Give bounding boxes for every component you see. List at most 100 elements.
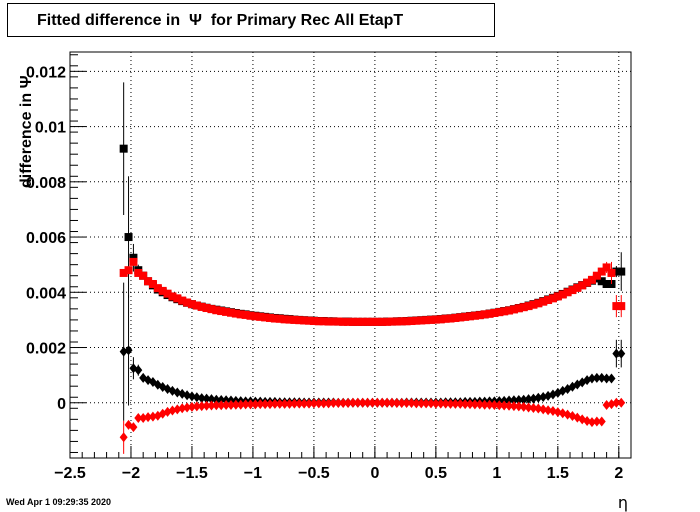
data-point bbox=[607, 268, 616, 277]
data-point bbox=[261, 313, 270, 322]
x-tick-label: −1 bbox=[244, 465, 262, 482]
data-point bbox=[456, 398, 465, 409]
data-point bbox=[563, 288, 572, 297]
data-point bbox=[592, 271, 601, 280]
data-point bbox=[305, 316, 314, 325]
data-point bbox=[241, 310, 250, 319]
data-point bbox=[290, 315, 299, 324]
data-point bbox=[597, 372, 606, 383]
data-point bbox=[500, 307, 509, 316]
data-point bbox=[207, 305, 216, 314]
data-point bbox=[529, 393, 538, 404]
data-point bbox=[509, 401, 518, 412]
data-point bbox=[192, 392, 201, 403]
data-point bbox=[212, 394, 221, 405]
data-point bbox=[373, 317, 382, 326]
x-tick-label: −1.5 bbox=[176, 465, 208, 482]
data-point bbox=[612, 302, 621, 311]
data-point bbox=[226, 308, 235, 317]
data-point bbox=[587, 417, 596, 428]
data-point bbox=[334, 317, 343, 326]
data-point bbox=[446, 314, 455, 323]
data-point bbox=[217, 400, 226, 411]
series-3 bbox=[119, 397, 626, 454]
data-point bbox=[202, 400, 211, 411]
data-point bbox=[187, 300, 196, 309]
x-tick-label: −2.5 bbox=[54, 465, 86, 482]
data-point bbox=[539, 404, 548, 415]
data-point bbox=[539, 297, 548, 306]
data-point bbox=[548, 294, 557, 303]
data-point bbox=[524, 402, 533, 413]
data-point bbox=[470, 311, 479, 320]
data-point bbox=[368, 317, 377, 326]
data-point bbox=[183, 402, 192, 413]
y-tick-label: 0.006 bbox=[26, 230, 66, 247]
data-point bbox=[553, 292, 562, 301]
data-point bbox=[251, 399, 260, 410]
data-point bbox=[295, 398, 304, 409]
data-point bbox=[417, 316, 426, 325]
data-point bbox=[266, 313, 275, 322]
data-point bbox=[134, 365, 143, 376]
data-point bbox=[363, 397, 372, 408]
data-point bbox=[397, 398, 406, 409]
data-point bbox=[402, 398, 411, 409]
data-point bbox=[314, 317, 323, 326]
data-point bbox=[344, 317, 353, 326]
data-point bbox=[324, 317, 333, 326]
data-point bbox=[480, 399, 489, 410]
data-point bbox=[602, 373, 611, 384]
data-point bbox=[519, 303, 528, 312]
series-0 bbox=[119, 82, 626, 326]
data-point bbox=[597, 416, 606, 427]
data-point bbox=[412, 316, 421, 325]
data-point bbox=[295, 316, 304, 325]
data-point bbox=[470, 399, 479, 410]
data-point bbox=[300, 398, 309, 409]
data-point bbox=[158, 286, 167, 295]
data-point bbox=[485, 399, 494, 410]
data-point bbox=[461, 399, 470, 410]
data-point bbox=[353, 317, 362, 326]
data-point bbox=[529, 300, 538, 309]
y-tick-label: 0.012 bbox=[26, 64, 66, 81]
data-point bbox=[207, 394, 216, 405]
data-point bbox=[134, 412, 143, 423]
data-point bbox=[319, 317, 328, 326]
data-point bbox=[558, 290, 567, 299]
data-point bbox=[348, 397, 357, 408]
data-point bbox=[129, 257, 138, 266]
data-point bbox=[383, 397, 392, 408]
data-point bbox=[373, 397, 382, 408]
data-point bbox=[505, 306, 514, 315]
data-point bbox=[324, 398, 333, 409]
data-point bbox=[573, 283, 582, 292]
data-point bbox=[251, 312, 260, 321]
data-point bbox=[475, 311, 484, 320]
data-point bbox=[466, 312, 475, 321]
data-point bbox=[187, 401, 196, 412]
data-point bbox=[529, 403, 538, 414]
data-point bbox=[168, 292, 177, 301]
data-point bbox=[144, 412, 153, 423]
data-point bbox=[124, 266, 133, 275]
data-point bbox=[466, 399, 475, 410]
data-point bbox=[524, 394, 533, 405]
data-point bbox=[163, 289, 172, 298]
data-point bbox=[446, 398, 455, 409]
timestamp: Wed Apr 1 09:29:35 2020 bbox=[6, 497, 112, 507]
data-point bbox=[212, 306, 221, 315]
x-tick-label: −2 bbox=[122, 465, 140, 482]
data-point bbox=[202, 393, 211, 404]
data-point bbox=[197, 302, 206, 311]
data-point bbox=[300, 316, 309, 325]
data-point bbox=[280, 398, 289, 409]
data-point bbox=[192, 301, 201, 310]
data-point bbox=[426, 315, 435, 324]
data-point bbox=[256, 312, 265, 321]
data-point bbox=[436, 315, 445, 324]
data-point bbox=[124, 345, 133, 356]
data-point bbox=[617, 267, 626, 276]
data-point bbox=[212, 400, 221, 411]
